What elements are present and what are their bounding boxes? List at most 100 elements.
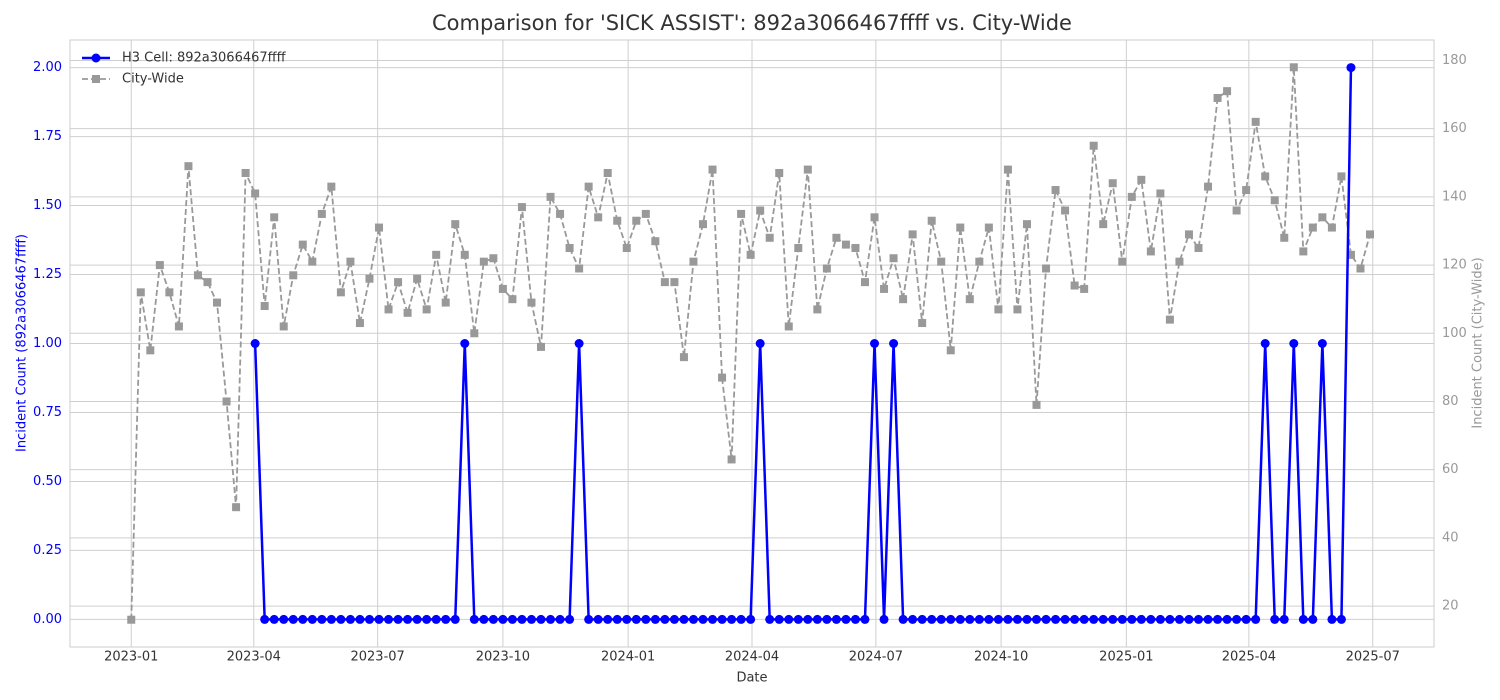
point — [984, 614, 994, 624]
point — [422, 305, 431, 314]
point — [841, 240, 850, 249]
point — [622, 614, 632, 624]
chart-title: Comparison for 'SICK ASSIST': 892a306646… — [432, 11, 1072, 35]
point — [393, 614, 403, 624]
point — [1289, 63, 1298, 72]
point — [1346, 250, 1355, 259]
point — [127, 615, 136, 624]
x-tick-label: 2024-10 — [974, 650, 1028, 665]
point — [298, 614, 308, 624]
point — [1241, 614, 1251, 624]
point — [1336, 614, 1346, 624]
point — [432, 250, 441, 259]
point — [927, 614, 937, 624]
point — [203, 278, 212, 287]
point — [1184, 230, 1193, 239]
y2-tick-label: 120 — [1442, 258, 1467, 273]
point — [1317, 339, 1327, 348]
point — [1280, 233, 1289, 242]
point — [994, 305, 1003, 314]
point — [1032, 614, 1042, 624]
point — [812, 614, 822, 624]
point — [1213, 614, 1223, 624]
point — [1051, 614, 1061, 624]
point — [507, 614, 517, 624]
point — [213, 298, 222, 307]
point — [899, 295, 908, 304]
point — [708, 165, 717, 174]
point — [1146, 614, 1156, 624]
point — [784, 322, 793, 331]
point — [765, 233, 774, 242]
point — [936, 614, 946, 624]
point — [1222, 614, 1232, 624]
point — [565, 244, 574, 253]
point — [793, 614, 803, 624]
point — [251, 189, 260, 198]
point — [1308, 223, 1317, 232]
point — [889, 254, 898, 263]
point — [1136, 614, 1146, 624]
y-tick-label: 2.00 — [33, 60, 62, 75]
point — [413, 274, 422, 283]
point — [993, 614, 1003, 624]
point — [270, 213, 279, 222]
point — [384, 614, 394, 624]
point — [441, 298, 450, 307]
point — [632, 216, 641, 225]
point — [364, 614, 374, 624]
point — [1022, 220, 1031, 229]
point — [1070, 281, 1079, 290]
point — [345, 614, 355, 624]
point — [594, 213, 603, 222]
point — [537, 342, 546, 351]
y-tick-label: 0.75 — [33, 405, 62, 420]
point — [880, 284, 889, 293]
point — [612, 614, 622, 624]
point — [517, 614, 527, 624]
point — [1117, 614, 1127, 624]
point — [698, 614, 708, 624]
y-axis-label: Incident Count (892a3066467ffff) — [15, 234, 30, 452]
point — [860, 278, 869, 287]
point — [984, 223, 993, 232]
point — [1012, 614, 1022, 624]
point — [1299, 247, 1308, 256]
point — [727, 614, 737, 624]
point — [822, 614, 832, 624]
point — [1251, 614, 1261, 624]
point — [1079, 614, 1089, 624]
point — [556, 209, 565, 218]
point — [555, 614, 565, 624]
point — [146, 346, 155, 355]
point — [450, 614, 460, 624]
point — [908, 614, 918, 624]
point — [498, 284, 507, 293]
point — [679, 353, 688, 362]
point — [250, 339, 260, 348]
point — [622, 244, 631, 253]
point — [365, 274, 374, 283]
point — [327, 182, 336, 191]
point — [1118, 257, 1127, 266]
point — [1356, 264, 1365, 273]
point — [689, 257, 698, 266]
point — [937, 257, 946, 266]
y-tick-label: 1.50 — [33, 198, 62, 213]
point — [1318, 213, 1327, 222]
point — [832, 233, 841, 242]
point — [974, 614, 984, 624]
point — [803, 614, 813, 624]
point — [651, 237, 660, 246]
point — [1108, 179, 1117, 188]
point — [1089, 141, 1098, 150]
point — [317, 209, 326, 218]
point — [317, 614, 327, 624]
point — [460, 339, 470, 348]
point — [1175, 257, 1184, 266]
point — [1051, 186, 1060, 195]
point — [279, 614, 289, 624]
point — [517, 203, 526, 212]
point — [946, 614, 956, 624]
